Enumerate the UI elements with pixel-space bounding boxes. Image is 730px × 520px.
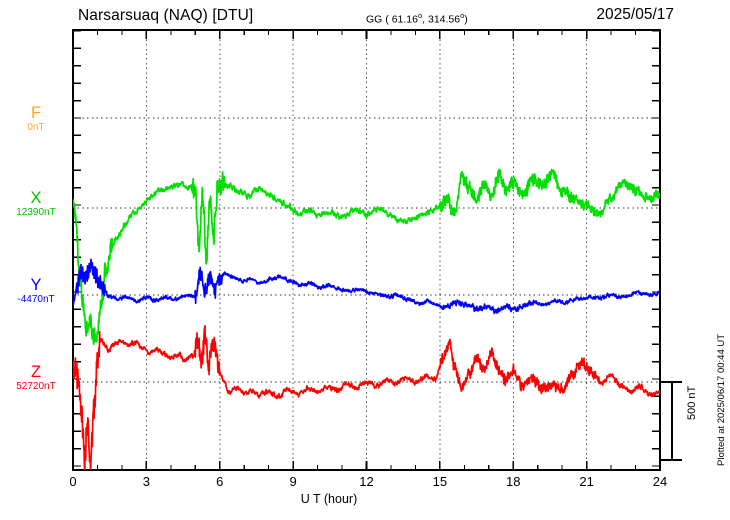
component-letter-Y: Y [30, 276, 42, 294]
x-axis-title: U T (hour) [0, 492, 730, 506]
component-label-X: X 12390nT [0, 190, 72, 219]
coords-latitude: 61.16 [391, 13, 418, 26]
x-tick-label: 21 [579, 474, 594, 489]
coords-prefix: GG [366, 13, 383, 26]
scale-bar [660, 381, 682, 461]
scale-bar-label: 500 nT [686, 385, 698, 420]
plotted-timestamp: Plotted at 2025/06/17 00:44 UT [716, 333, 727, 466]
component-baseline-X: 12390nT [16, 207, 56, 218]
trace-X [73, 168, 660, 346]
component-baseline-Z: 52720nT [16, 381, 56, 392]
degree-icon: o [460, 11, 465, 20]
component-baseline-F: 0nT [27, 122, 45, 133]
grid-layer [73, 30, 660, 470]
x-tick-label: 9 [289, 474, 297, 489]
coords-open: ( [382, 13, 392, 26]
trace-Y [73, 258, 660, 315]
degree-icon: o [417, 11, 423, 20]
x-tick-label: 18 [506, 474, 521, 489]
coords-close: ) [464, 13, 468, 26]
geographic-coordinates: GG ( 61.16o, 314.56o) [366, 11, 468, 26]
x-axis-title-text: U T (hour) [300, 492, 358, 506]
coords-longitude: 314.56 [427, 13, 461, 26]
component-letter-F: F [30, 104, 42, 122]
page-title: Narsarsuaq (NAQ) [DTU] [78, 7, 254, 24]
component-label-F: F 0nT [0, 105, 72, 134]
trace-Z [73, 325, 660, 470]
component-label-Y: Y -4470nT [0, 277, 72, 306]
component-letter-Z: Z [30, 363, 42, 381]
x-tick-label: 12 [359, 474, 374, 489]
axis-ticks [72, 30, 661, 470]
observation-date: 2025/05/17 [596, 6, 674, 23]
x-tick-label: 0 [69, 474, 77, 489]
coords-sep: , [422, 13, 428, 26]
component-baseline-Y: -4470nT [17, 294, 55, 305]
x-tick-label: 24 [652, 474, 668, 489]
x-tick-label: 3 [142, 474, 150, 489]
x-tick-label: 6 [216, 474, 224, 489]
component-label-Z: Z 52720nT [0, 364, 72, 393]
x-tick-label: 15 [432, 474, 448, 489]
component-letter-X: X [30, 189, 42, 207]
data-traces [73, 168, 660, 470]
